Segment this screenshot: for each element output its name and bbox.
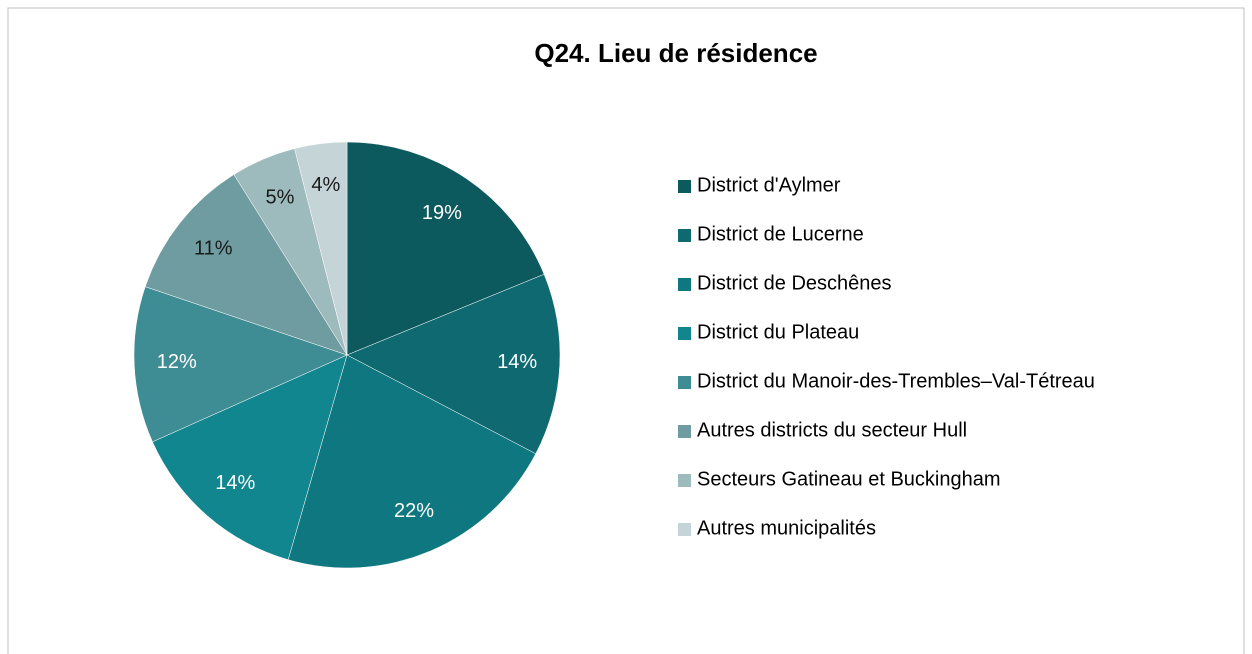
legend-label: District d'Aylmer [697, 174, 841, 196]
legend-swatch [678, 425, 691, 438]
legend-swatch [678, 474, 691, 487]
data-label: 14% [215, 472, 255, 494]
pie-slice [133, 286, 348, 443]
legend-label: Autres municipalités [697, 517, 876, 539]
data-label: 12% [157, 351, 197, 373]
legend-swatch [678, 229, 691, 242]
pie-slice [144, 174, 348, 356]
legend-label: Secteurs Gatineau et Buckingham [697, 468, 1001, 490]
legend-label: Autres districts du secteur Hull [697, 419, 967, 441]
legend-label: District de Deschênes [697, 272, 892, 294]
data-label: 14% [497, 351, 537, 373]
data-label: 22% [394, 500, 434, 522]
legend-swatch [678, 376, 691, 389]
legend-swatch [678, 180, 691, 193]
chart-frame [7, 7, 1245, 654]
pie-slice [294, 141, 348, 356]
pie-slice [346, 273, 561, 455]
data-label: 19% [422, 202, 462, 224]
pie-slice [152, 354, 348, 561]
legend-label: District de Lucerne [697, 223, 864, 245]
data-label: 4% [311, 174, 340, 196]
legend-label: District du Manoir-des-Trembles–Val-Tétr… [697, 370, 1095, 392]
legend-label: District du Plateau [697, 321, 859, 343]
legend-swatch [678, 278, 691, 291]
pie-slice [346, 141, 545, 356]
pie-slice [287, 354, 537, 569]
chart-title: Q24. Lieu de résidence [534, 38, 817, 68]
data-label: 5% [266, 187, 295, 209]
legend-swatch [678, 523, 691, 536]
data-label: 11% [194, 238, 233, 260]
legend-swatch [678, 327, 691, 340]
